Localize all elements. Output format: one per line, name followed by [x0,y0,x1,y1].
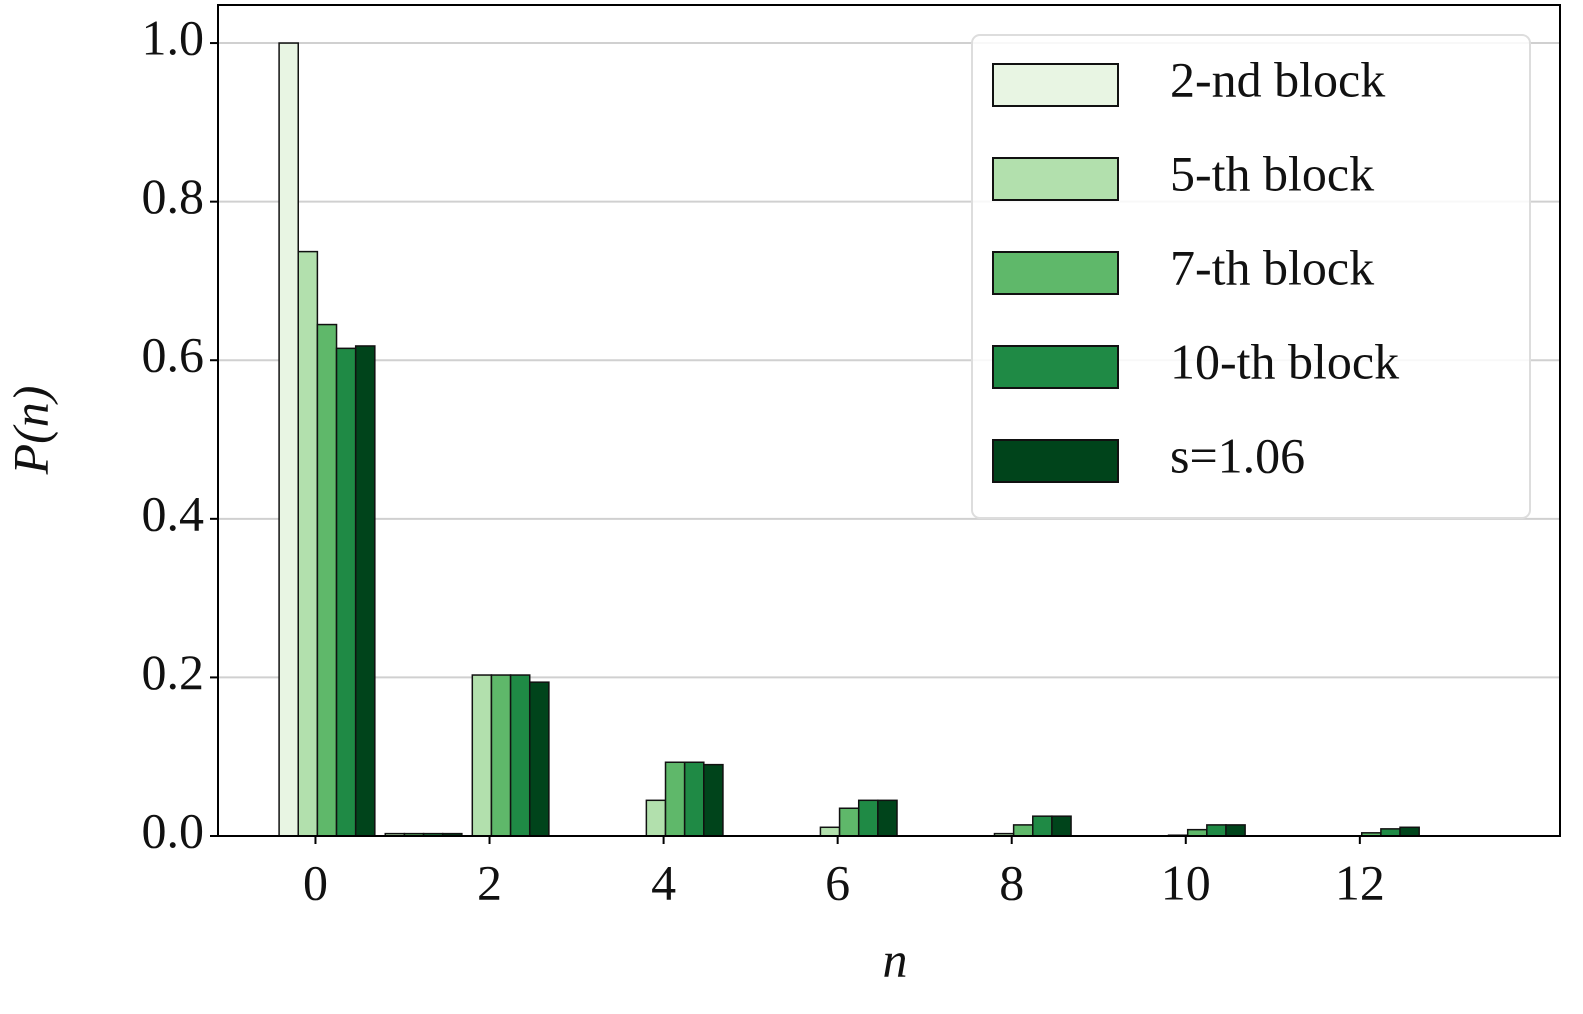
plot-frame [217,4,1561,837]
bar [490,674,512,837]
legend-label: 5-th block [1170,145,1374,201]
bar [528,681,550,837]
bar [316,323,338,837]
bar [1206,824,1227,837]
legend-box [971,34,1531,519]
legend-swatch [992,345,1119,389]
x-tick-label: 2 [477,854,502,910]
bar [819,826,841,837]
legend-swatch [992,157,1119,201]
bar [664,761,686,837]
bar [1012,824,1034,837]
bar [1380,828,1401,837]
y-tick-label: 0.2 [142,644,205,700]
y-tick-label: 0.4 [142,485,205,541]
x-tick-label: 12 [1335,854,1385,910]
bar [683,761,705,837]
x-axis-label: n [883,931,908,987]
y-tick-label: 1.0 [142,10,205,66]
bar [838,807,860,837]
legend-label: 7-th block [1170,239,1374,295]
bar [703,763,724,837]
x-tick-label: 6 [825,854,850,910]
x-tick-label: 8 [999,854,1024,910]
y-tick-label: 0.0 [142,802,205,858]
bar [857,799,879,837]
legend-swatch [992,63,1119,107]
bar [1051,815,1072,837]
legend-swatch [992,439,1119,483]
x-tick-label: 0 [303,854,328,910]
bar [877,799,898,837]
bar [297,250,319,837]
bar [645,799,667,837]
bar [354,345,376,837]
x-tick-label: 4 [651,854,676,910]
legend-label: s=1.06 [1170,427,1305,483]
y-axis-label: P(n) [2,386,58,476]
bar [335,347,357,837]
bar [1032,815,1053,837]
bar [471,674,493,837]
y-tick-label: 0.8 [142,168,205,224]
bar [1399,826,1420,837]
bar [509,674,531,837]
x-tick-label: 10 [1161,854,1211,910]
bar [278,42,299,837]
bar [1225,824,1246,837]
legend-label: 2-nd block [1170,51,1385,107]
legend-swatch [992,251,1119,295]
y-tick-label: 0.6 [142,327,205,383]
legend-label: 10-th block [1170,333,1399,389]
